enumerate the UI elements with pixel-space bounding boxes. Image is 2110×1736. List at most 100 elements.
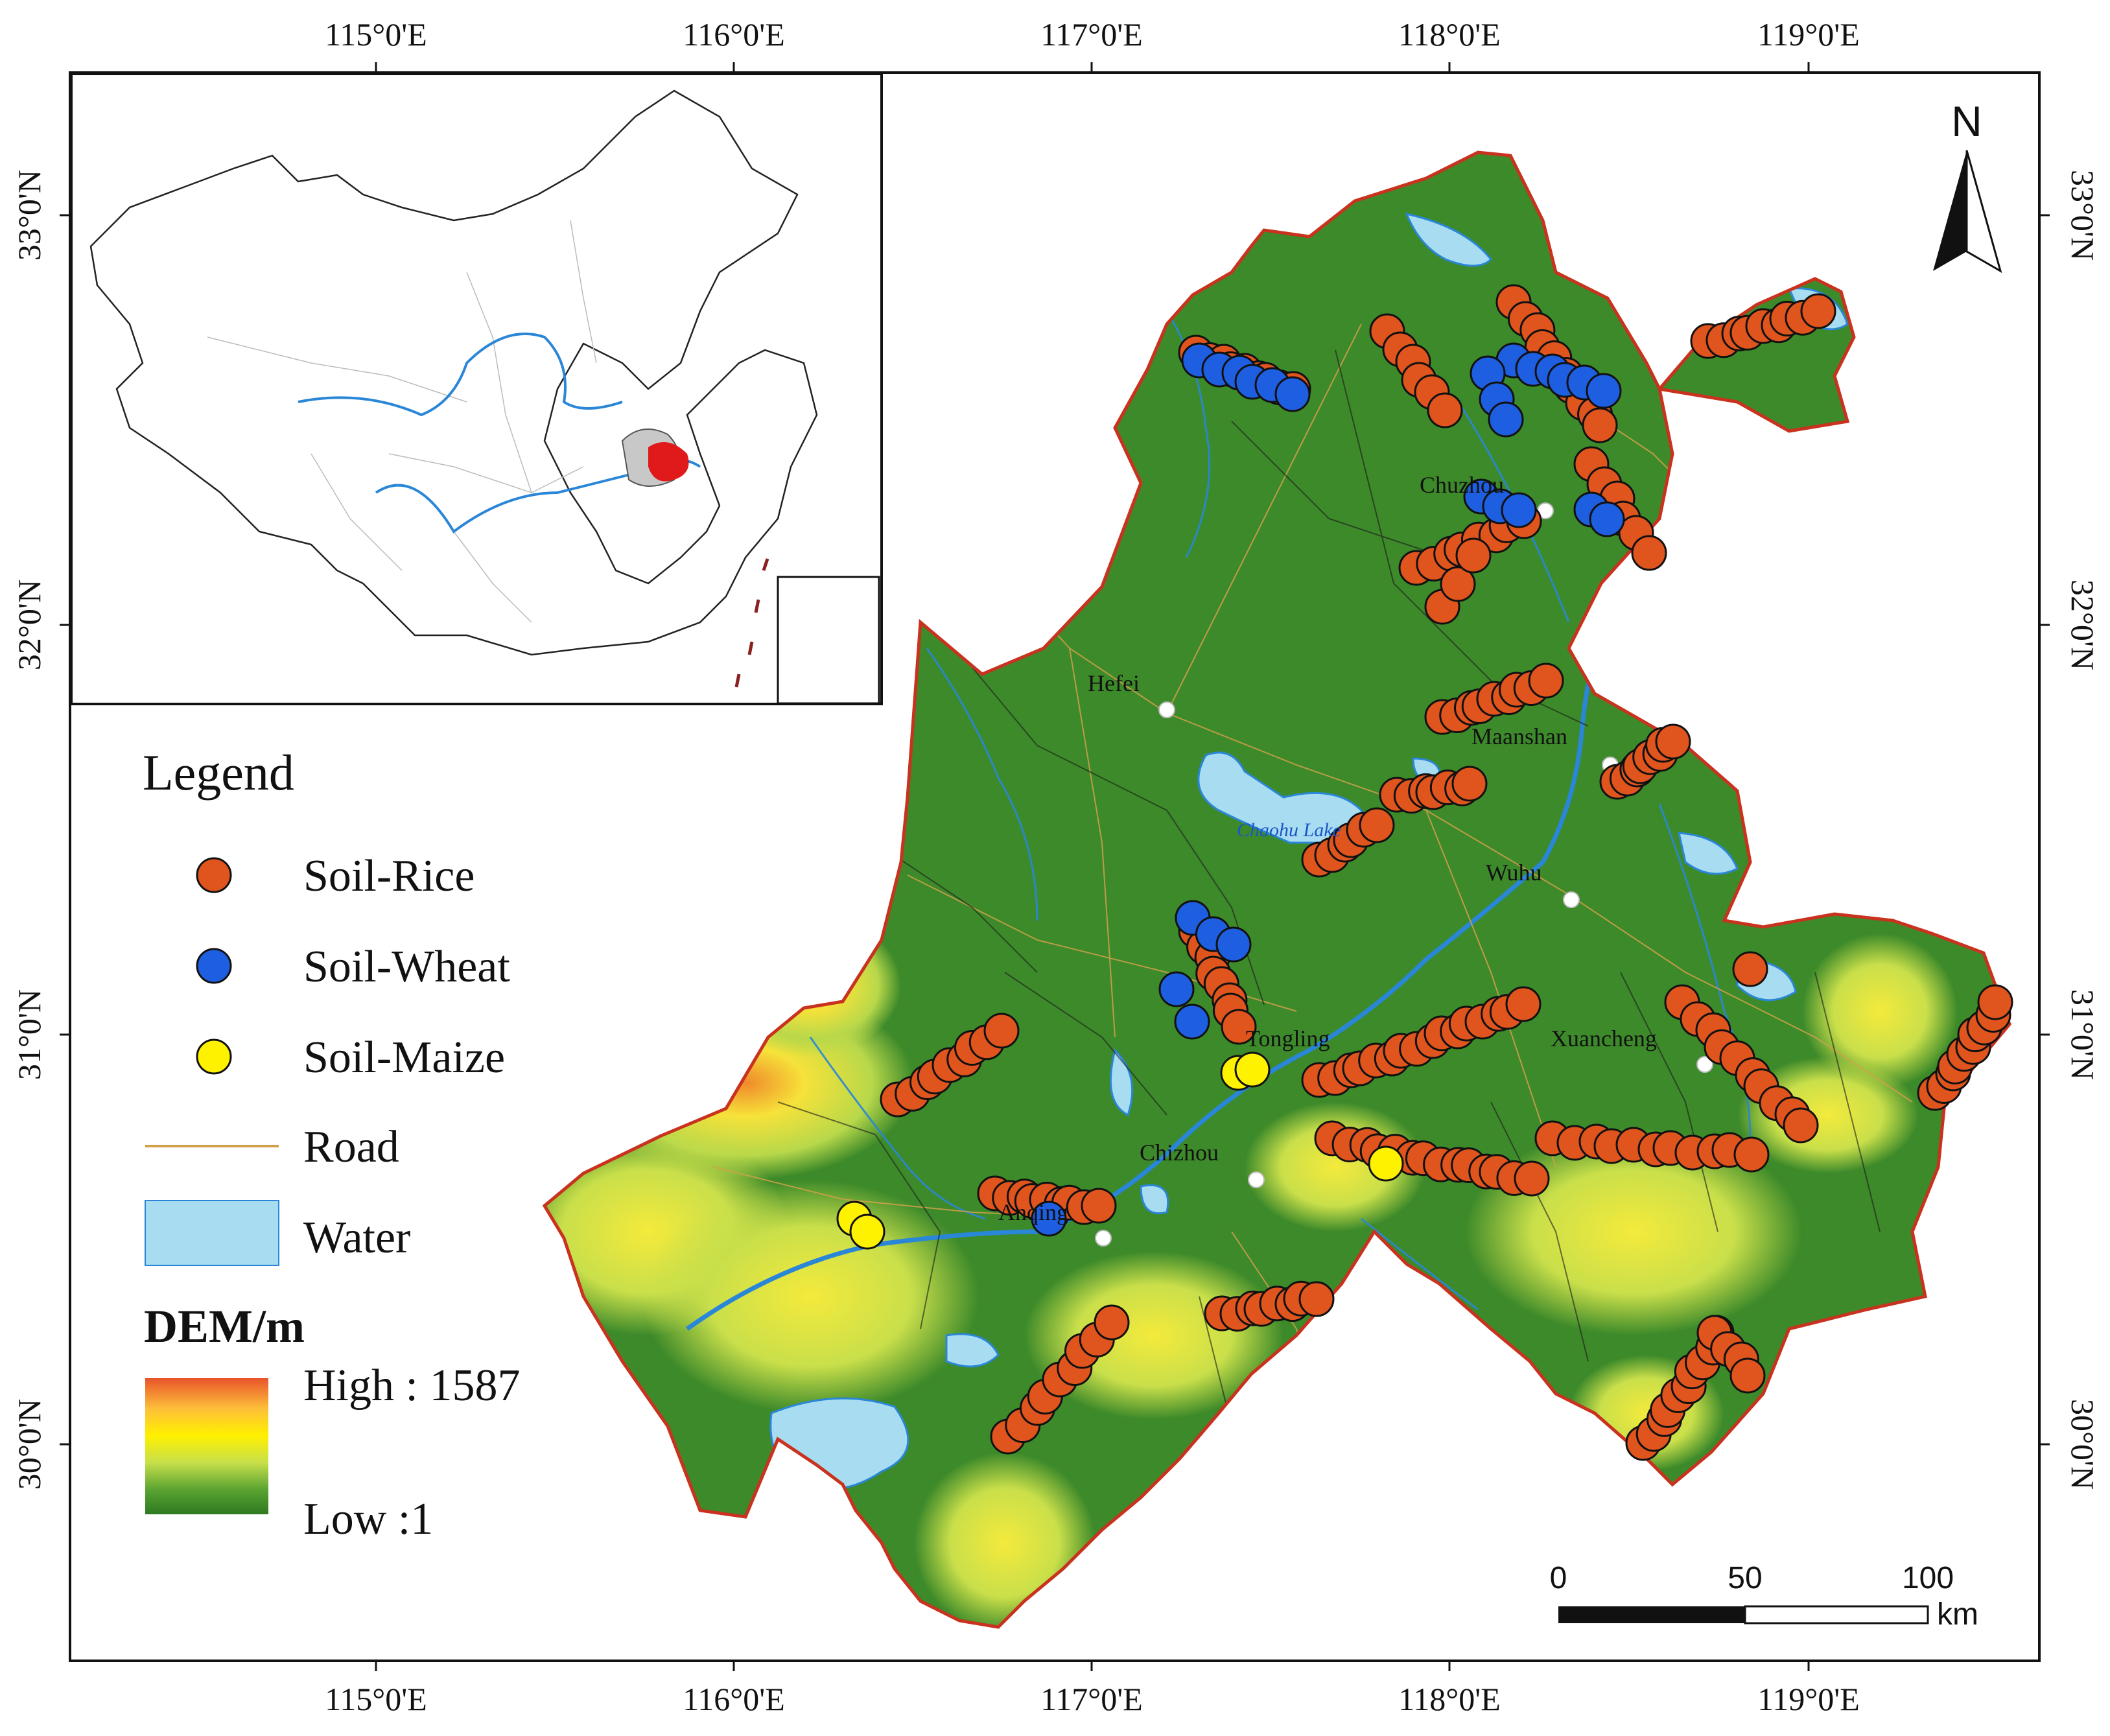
rice-sample-point [1977,984,2013,1020]
wheat-sample-point [1589,501,1625,537]
city-dot-anqing [1095,1230,1112,1247]
rice-sample-point [1582,407,1618,443]
legend-maize-marker [196,1038,232,1075]
rice-sample-point [1505,986,1541,1022]
rice-sample-point [1528,663,1564,699]
china-outline [89,89,818,656]
city-label-chuzhou: Chuzhou [1420,472,1504,498]
city-dot-chizhou [1248,1171,1265,1188]
rice-sample-point [1440,566,1476,602]
rice-sample-point [983,1013,1020,1049]
legend-title: Legend [143,744,294,801]
city-markers [1095,502,1713,1247]
inset-south-china-sea-box [777,576,880,705]
lat-label-right-4: 30°0'N [2065,1399,2101,1490]
lon-label-top-2: 116°0'E [683,16,785,53]
rice-sample-point [1514,1160,1550,1197]
wheat-sample-point [1031,1201,1067,1237]
lat-label-left-3: 31°0'N [11,989,47,1080]
scale-unit: km [1937,1597,1978,1632]
inset-study-area [648,442,689,482]
lat-label-right-3: 31°0'N [2065,989,2101,1080]
legend-road-label: Road [303,1122,399,1172]
rice-sample-point [1298,1281,1335,1317]
wheat-sample-point [1274,376,1311,412]
rice-sample-point [1359,807,1395,843]
lat-label-right-1: 33°0'N [2065,170,2101,261]
legend-rice-marker [196,857,232,893]
rice-sample-point [1455,537,1492,574]
legend-dem-ramp [145,1378,268,1514]
lon-label-top-5: 119°0'E [1757,16,1860,53]
rice-sample-point [1427,392,1463,428]
legend-dem-title: DEM/m [144,1300,305,1352]
graticule-ticks [60,62,2050,1671]
city-label-chizhou: Chizhou [1140,1140,1219,1166]
inset-nine-dash-line [734,558,769,688]
wheat-sample-point [1215,926,1252,963]
lon-label-top-3: 117°0'E [1040,16,1143,53]
legend-water-label: Water [303,1213,410,1263]
maize-sample-point [849,1214,885,1250]
lon-label-bottom-5: 119°0'E [1757,1681,1860,1717]
rice-sample-point [1631,535,1667,571]
lat-label-left-4: 30°0'N [11,1399,47,1490]
rice-sample-point [1451,766,1488,802]
lon-label-bottom-4: 118°0'E [1398,1681,1501,1717]
legend-dem-high: High : 1587 [303,1361,520,1411]
lat-label-left-1: 33°0'N [11,170,47,261]
lat-label-left-2: 32°0'N [11,580,47,670]
north-arrow-icon: N [1933,97,2002,274]
wheat-sample-point [1488,401,1524,438]
city-dot-wuhu [1563,891,1580,908]
rice-sample-point [1800,293,1836,329]
inset-map [70,73,883,705]
legend-maize-label: Soil-Maize [303,1033,505,1083]
maize-sample-point [1368,1145,1404,1182]
legend-rice-label: Soil-Rice [303,851,475,901]
lon-label-top-4: 118°0'E [1398,16,1501,53]
lat-label-right-2: 32°0'N [2065,580,2101,670]
rice-sample-point [1732,951,1768,987]
legend-wheat-label: Soil-Wheat [303,942,510,992]
legend-dem-low: Low :1 [303,1494,433,1544]
wheat-sample-point [1501,492,1537,528]
rice-sample-point [1094,1304,1130,1341]
lon-label-bottom-1: 115°0'E [325,1681,427,1717]
scale-tick-100: 100 [1902,1561,1954,1595]
rice-sample-point [1221,1009,1257,1045]
lake-label: Chaohu Lake [1237,819,1341,841]
city-label-wuhu: Wuhu [1486,860,1542,886]
legend-wheat-marker [196,948,232,984]
rice-sample-point [1783,1107,1819,1144]
north-label: N [1951,97,1982,145]
city-label-tongling: Tongling [1246,1026,1330,1051]
lon-label-top-1: 115°0'E [325,16,427,53]
yangtze-river [685,615,1610,1331]
rice-sample-point [1081,1188,1117,1224]
wheat-sample-point [1158,971,1195,1007]
city-label-maanshan: Maanshan [1471,723,1567,749]
city-dot-xuancheng [1696,1056,1713,1073]
lon-label-bottom-3: 117°0'E [1040,1681,1143,1717]
scale-bar: 0 50 100 km [1550,1561,1978,1632]
maize-points [836,1051,1404,1250]
county-boundaries [777,349,1881,1427]
wheat-sample-point [1586,373,1622,409]
legend: Legend Soil-Rice Soil-Wheat Soil-Maize R… [143,744,520,1544]
city-label-xuancheng: Xuancheng [1551,1026,1657,1051]
legend-water-symbol [145,1200,279,1266]
rice-sample-point [1655,723,1691,760]
wheat-sample-point [1174,1003,1210,1040]
city-dot-hefei [1158,701,1175,718]
rice-sample-point [1733,1136,1770,1173]
scale-tick-0: 0 [1550,1561,1567,1595]
wheat-points [1031,342,1625,1237]
city-label-hefei: Hefei [1088,670,1140,696]
inset-yellow-river [298,333,623,417]
maize-sample-point [1234,1051,1271,1088]
city-label-anqing: Anqing [998,1199,1068,1225]
scale-tick-50: 50 [1728,1561,1762,1595]
